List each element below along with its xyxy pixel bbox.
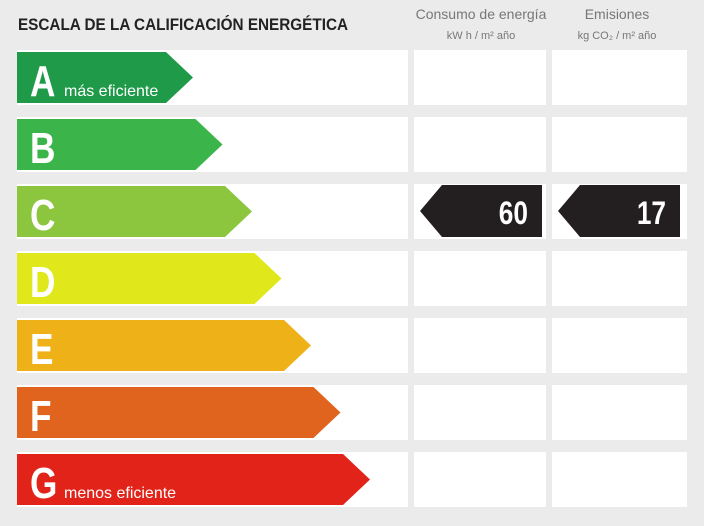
class-arrow	[17, 52, 193, 103]
class-note: más eficiente	[64, 83, 158, 100]
class-letter: C	[30, 191, 55, 240]
cell	[552, 385, 687, 440]
cell	[552, 251, 687, 306]
class-arrow	[17, 454, 370, 505]
cell	[414, 452, 546, 507]
class-note: menos eficiente	[64, 485, 176, 502]
class-letter: F	[30, 392, 52, 441]
class-letter: D	[30, 258, 55, 307]
cell	[414, 117, 546, 172]
class-arrow	[17, 186, 252, 237]
class-arrow	[17, 387, 341, 438]
rating-marker	[420, 185, 542, 237]
rating-value: 60	[499, 197, 528, 232]
cell	[552, 50, 687, 105]
cell	[552, 318, 687, 373]
cell	[414, 50, 546, 105]
cell	[552, 117, 687, 172]
rating-value: 17	[637, 197, 666, 232]
class-letter: B	[30, 124, 55, 173]
class-arrow	[17, 119, 223, 170]
class-letter: A	[30, 57, 55, 106]
cell	[414, 318, 546, 373]
column-title: Emisiones	[585, 6, 650, 22]
column-unit: kg CO₂ / m² año	[578, 30, 657, 42]
column-title: Consumo de energía	[416, 6, 547, 22]
class-arrow	[17, 253, 282, 304]
title: ESCALA DE LA CALIFICACIÓN ENERGÉTICA	[18, 14, 348, 34]
class-letter: G	[30, 459, 57, 508]
cell	[414, 251, 546, 306]
cell	[414, 385, 546, 440]
rating-marker	[558, 185, 680, 237]
class-letter: E	[30, 325, 53, 374]
column-unit: kW h / m² año	[447, 30, 515, 42]
class-arrow	[17, 320, 311, 371]
cell	[552, 452, 687, 507]
